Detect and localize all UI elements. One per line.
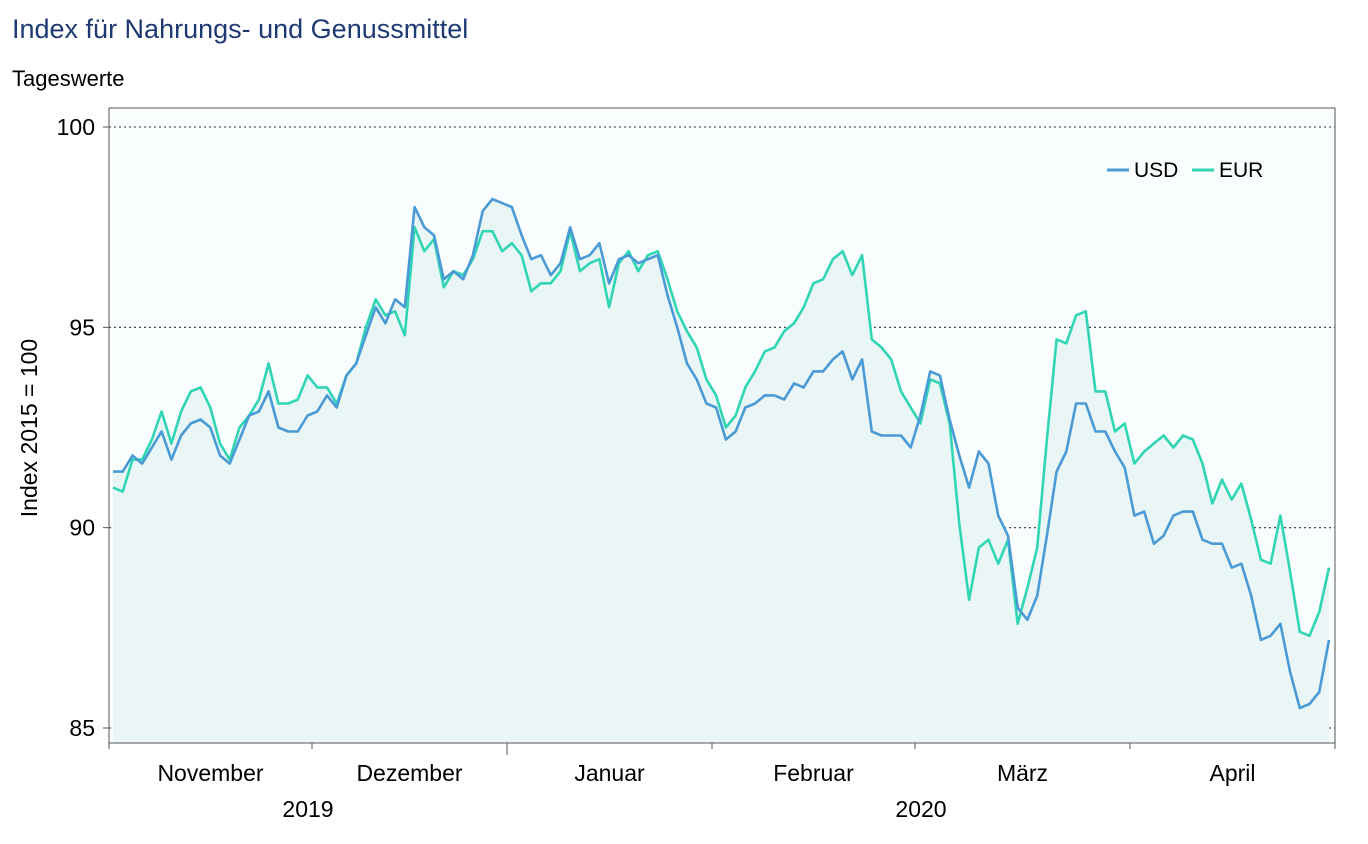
x-tick-label: Februar	[773, 760, 854, 786]
legend-label-usd: USD	[1134, 159, 1178, 182]
y-tick-label-85: 85	[69, 715, 95, 741]
y-tick-label-90: 90	[69, 515, 95, 541]
legend: USD EUR	[1107, 159, 1263, 182]
chart-title: Index für Nahrungs- und Genussmittel	[12, 14, 469, 44]
y-axis: 85 90 95 100	[57, 114, 109, 741]
y-tick-label-100: 100	[57, 114, 95, 140]
x-tick-label: November	[157, 760, 263, 786]
x-tick-label: April	[1209, 760, 1255, 786]
chart-subtitle: Tageswerte	[12, 66, 125, 91]
year-label-2019: 2019	[282, 796, 333, 822]
series-line-usd	[113, 197, 1331, 710]
legend-label-eur: EUR	[1219, 159, 1263, 182]
plot-area-frame	[108, 107, 1336, 744]
x-tick-label: Dezember	[356, 760, 462, 786]
y-tick-label-95: 95	[69, 314, 95, 340]
y-axis-label: Index 2015 = 100	[16, 339, 42, 517]
x-tick-label: März	[997, 760, 1048, 786]
series-line-eur	[112, 225, 1331, 638]
year-label-2020: 2020	[895, 796, 946, 822]
x-tick-label: Januar	[574, 760, 645, 786]
area-fill	[113, 199, 1329, 744]
x-axis: November Dezember Januar Februar März April 20…	[108, 743, 1336, 822]
